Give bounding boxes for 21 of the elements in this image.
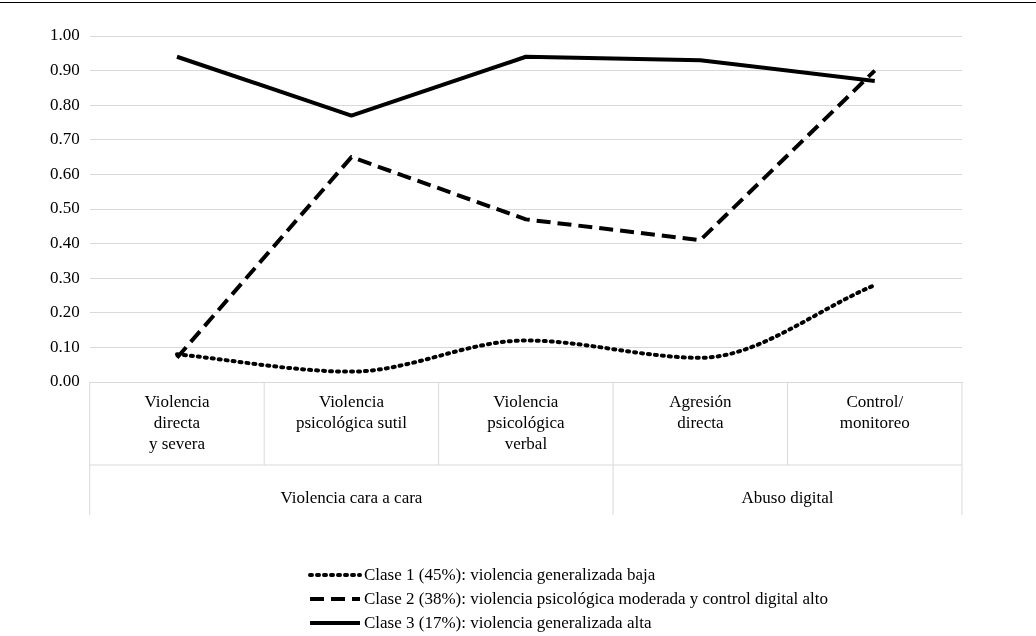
y-tick-label: 0.00 — [50, 371, 80, 391]
y-tick-label: 0.70 — [50, 129, 80, 149]
x-tick-label: Agresión directa — [669, 391, 732, 432]
y-tick-label: 0.40 — [50, 233, 80, 253]
text: Abuso digital — [741, 487, 834, 507]
x-tick-label: Control/ monitoreo — [839, 391, 910, 432]
y-tick-label: 1.00 — [50, 25, 80, 45]
x-tick-label: Violencia psicológica sutil — [295, 391, 408, 432]
legend-label: Clase 3 (17%): violencia generalizada alta — [364, 613, 652, 633]
legend-label: Clase 2 (38%): violencia psicológica moderada y control digital alto — [364, 589, 829, 609]
y-tick-label: 0.10 — [50, 336, 80, 356]
y-tick-label: 0.50 — [50, 198, 80, 218]
y-tick-label: 0.90 — [50, 60, 80, 80]
y-tick-label: 0.60 — [50, 163, 80, 183]
y-tick-label: 0.30 — [50, 267, 80, 287]
legend-label: Clase 1 (45%): violencia generalizada baja — [364, 565, 656, 585]
x-tick-label: Violencia directa y severa — [144, 391, 210, 453]
text: Violencia cara a cara — [280, 487, 423, 507]
y-tick-label: 0.20 — [50, 302, 80, 322]
y-tick-label: 0.80 — [50, 94, 80, 114]
x-tick-label: Violencia psicológica verbal — [487, 391, 566, 453]
